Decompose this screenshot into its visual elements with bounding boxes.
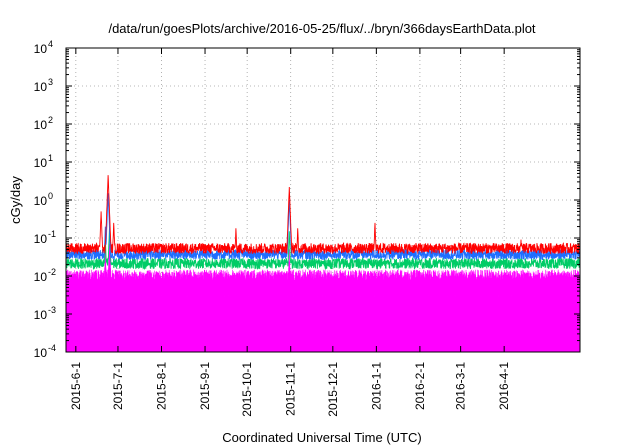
y-tick-exponent: -3 (48, 305, 56, 315)
x-tick-label: 2015-7-1 (111, 362, 125, 410)
y-tick-exponent: -1 (48, 229, 56, 239)
y-tick-label: 10 (34, 118, 48, 132)
x-tick-label: 2016-4-1 (497, 362, 511, 410)
y-tick-label: 10 (34, 156, 48, 170)
x-tick-label: 2015-6-1 (69, 362, 83, 410)
y-tick-exponent: 1 (48, 153, 53, 163)
y-tick-exponent: 0 (48, 191, 53, 201)
chart-title: /data/run/goesPlots/archive/2016-05-25/f… (108, 21, 535, 36)
series-3-line (65, 175, 581, 255)
y-tick-label: 10 (34, 308, 48, 322)
y-tick-exponent: -2 (48, 267, 56, 277)
y-axis-label: cGy/day (8, 176, 23, 224)
x-tick-label: 2015-11-1 (284, 362, 298, 416)
x-tick-label: 2015-10-1 (240, 362, 254, 417)
series-0-line (65, 237, 581, 353)
x-tick-label: 2016-3-1 (454, 362, 468, 410)
series-1-line (65, 226, 581, 271)
x-tick-label: 2015-9-1 (198, 362, 212, 410)
y-tick-label: 10 (34, 194, 48, 208)
y-tick-exponent: 3 (48, 77, 53, 87)
x-tick-label: 2015-8-1 (154, 362, 168, 410)
y-tick-exponent: -4 (48, 343, 56, 353)
x-tick-label: 2015-12-1 (326, 362, 340, 417)
y-tick-label: 10 (34, 346, 48, 360)
y-tick-label: 10 (34, 42, 48, 56)
y-tick-label: 10 (34, 80, 48, 94)
y-tick-label: 10 (34, 270, 48, 284)
y-tick-exponent: 2 (48, 115, 53, 125)
plot-series (65, 175, 581, 353)
y-tick-exponent: 4 (48, 39, 53, 49)
x-tick-label: 2016-2-1 (413, 362, 427, 410)
x-tick-label: 2016-1-1 (369, 362, 383, 410)
y-tick-label: 10 (34, 232, 48, 246)
x-axis: 2015-6-1 2015-7-1 2015-8-1 2015-9-1 2015-10-… (69, 48, 511, 417)
x-axis-label: Coordinated Universal Time (UTC) (222, 430, 421, 445)
